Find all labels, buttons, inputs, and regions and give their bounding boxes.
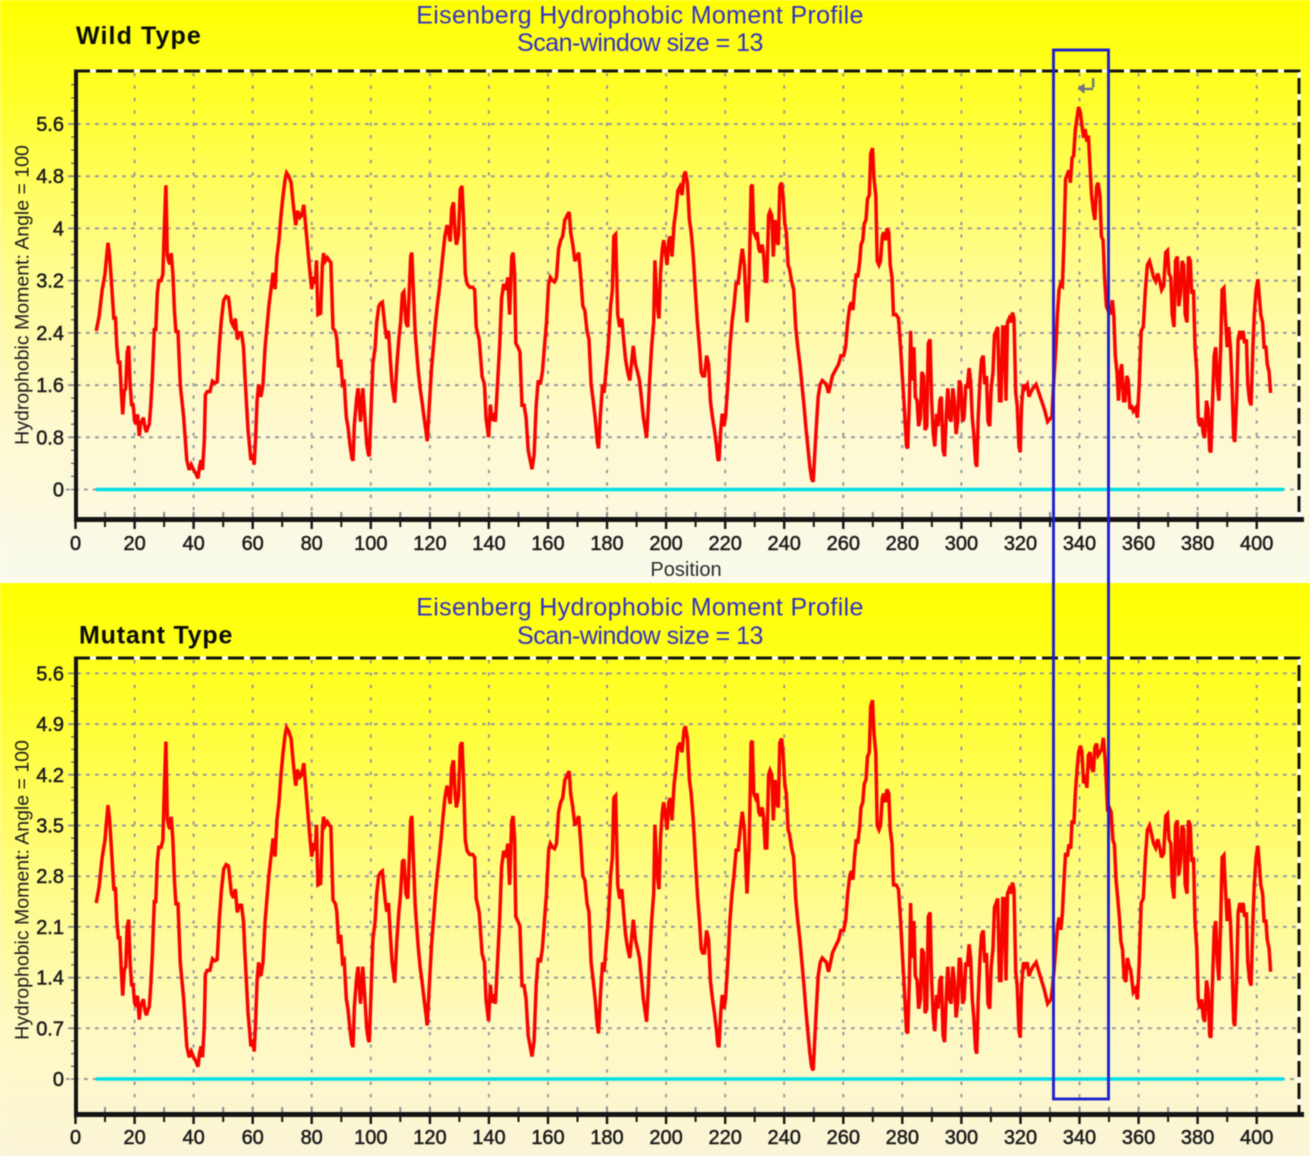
svg-text:Hydrophobic Moment: Angle = 10: Hydrophobic Moment: Angle = 100 <box>12 740 34 1040</box>
svg-text:40: 40 <box>182 533 204 555</box>
svg-text:60: 60 <box>242 1127 264 1149</box>
svg-text:Scan-window size = 13: Scan-window size = 13 <box>517 29 763 57</box>
svg-text:0.7: 0.7 <box>36 1018 64 1040</box>
svg-text:400: 400 <box>1240 1127 1273 1149</box>
svg-text:Hydrophobic Moment: Angle = 10: Hydrophobic Moment: Angle = 100 <box>12 145 34 445</box>
svg-text:3.2: 3.2 <box>36 271 64 293</box>
svg-text:Wild Type: Wild Type <box>76 22 202 50</box>
svg-text:1.4: 1.4 <box>36 968 64 990</box>
svg-text:Scan-window size = 13: Scan-window size = 13 <box>517 622 763 650</box>
svg-text:60: 60 <box>242 533 264 555</box>
svg-text:0: 0 <box>70 533 81 555</box>
svg-text:80: 80 <box>301 1127 323 1149</box>
svg-text:260: 260 <box>827 533 860 555</box>
svg-text:4.2: 4.2 <box>36 765 64 787</box>
svg-text:160: 160 <box>531 1127 564 1149</box>
svg-text:360: 360 <box>1122 533 1155 555</box>
svg-text:Mutant Type: Mutant Type <box>79 622 233 650</box>
svg-text:200: 200 <box>649 1127 682 1149</box>
svg-text:360: 360 <box>1122 1127 1155 1149</box>
svg-text:280: 280 <box>886 533 919 555</box>
svg-text:180: 180 <box>590 1127 623 1149</box>
svg-text:40: 40 <box>182 1127 204 1149</box>
svg-text:5.6: 5.6 <box>36 663 64 685</box>
svg-text:180: 180 <box>590 533 623 555</box>
svg-text:320: 320 <box>1004 1127 1037 1149</box>
svg-text:4: 4 <box>53 218 64 240</box>
svg-text:400: 400 <box>1240 533 1273 555</box>
svg-text:320: 320 <box>1004 533 1037 555</box>
svg-text:240: 240 <box>768 533 801 555</box>
svg-text:2.8: 2.8 <box>36 866 64 888</box>
svg-text:80: 80 <box>301 533 323 555</box>
svg-text:2.1: 2.1 <box>36 917 64 939</box>
svg-text:100: 100 <box>354 533 387 555</box>
svg-text:280: 280 <box>886 1127 919 1149</box>
svg-text:300: 300 <box>945 533 978 555</box>
svg-text:5.6: 5.6 <box>36 114 64 136</box>
svg-text:4.9: 4.9 <box>36 714 64 736</box>
svg-text:340: 340 <box>1063 1127 1096 1149</box>
svg-text:160: 160 <box>531 533 564 555</box>
svg-text:380: 380 <box>1181 533 1214 555</box>
svg-text:20: 20 <box>123 1127 145 1149</box>
svg-text:Position: Position <box>650 559 721 581</box>
svg-text:220: 220 <box>709 1127 742 1149</box>
svg-text:2.4: 2.4 <box>36 323 64 345</box>
svg-text:0: 0 <box>53 1069 64 1091</box>
svg-text:120: 120 <box>413 533 446 555</box>
svg-text:0: 0 <box>53 480 64 502</box>
svg-text:1.6: 1.6 <box>36 375 64 397</box>
svg-text:20: 20 <box>123 533 145 555</box>
svg-text:140: 140 <box>472 1127 505 1149</box>
svg-text:4.8: 4.8 <box>36 166 64 188</box>
svg-text:3.5: 3.5 <box>36 816 64 838</box>
svg-text:200: 200 <box>649 533 682 555</box>
svg-text:260: 260 <box>827 1127 860 1149</box>
svg-text:240: 240 <box>768 1127 801 1149</box>
svg-text:Eisenberg Hydrophobic Moment P: Eisenberg Hydrophobic Moment Profile <box>416 2 864 30</box>
svg-text:220: 220 <box>709 533 742 555</box>
svg-text:380: 380 <box>1181 1127 1214 1149</box>
svg-text:100: 100 <box>354 1127 387 1149</box>
svg-text:300: 300 <box>945 1127 978 1149</box>
svg-text:340: 340 <box>1063 533 1096 555</box>
svg-text:Eisenberg Hydrophobic Moment P: Eisenberg Hydrophobic Moment Profile <box>416 594 864 622</box>
svg-text:140: 140 <box>472 533 505 555</box>
svg-text:0.8: 0.8 <box>36 427 64 449</box>
svg-text:120: 120 <box>413 1127 446 1149</box>
svg-text:0: 0 <box>70 1127 81 1149</box>
